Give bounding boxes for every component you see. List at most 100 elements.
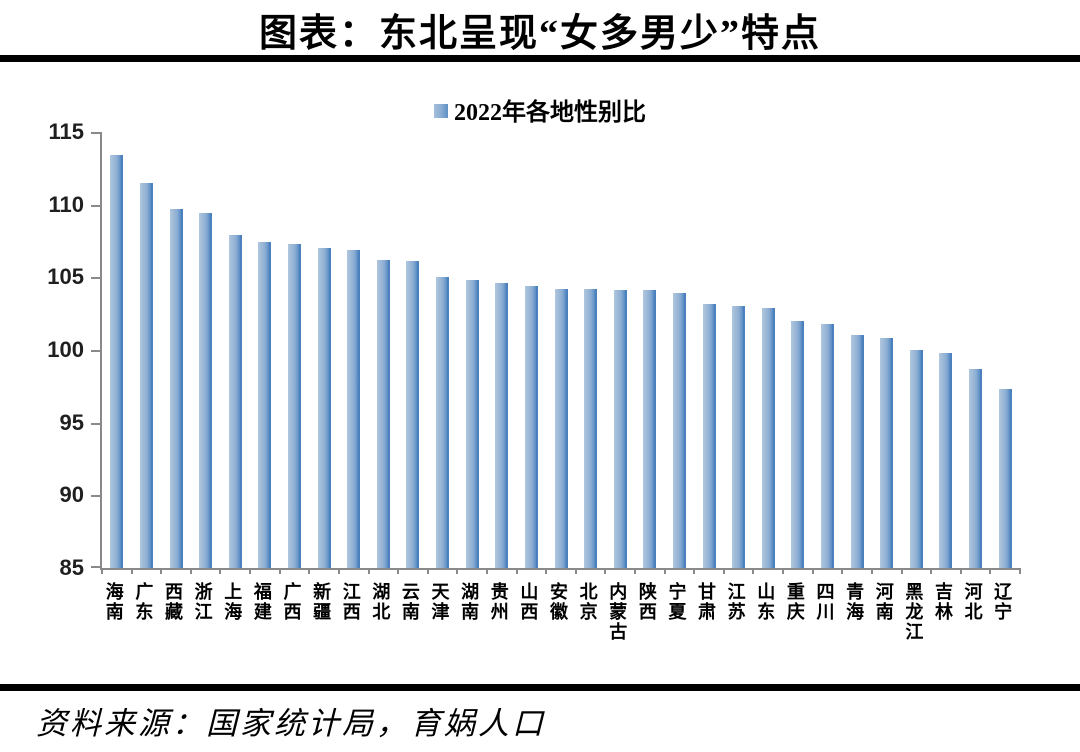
y-axis-tick-label: 115: [48, 119, 85, 144]
y-axis-tick: [91, 495, 100, 498]
x-axis-tick: [426, 568, 429, 574]
x-axis-tick: [930, 568, 933, 574]
x-axis-label: 上 海: [224, 582, 243, 622]
x-axis-label: 吉 林: [934, 582, 953, 622]
x-axis-tick: [722, 568, 725, 574]
x-axis-label: 山 西: [520, 582, 539, 622]
x-axis-label: 辽 宁: [994, 582, 1013, 622]
x-axis-tick: [308, 568, 311, 574]
x-axis-label: 河 南: [875, 582, 894, 622]
y-axis-tick: [91, 422, 100, 425]
x-axis-label: 广 西: [283, 582, 302, 622]
plot-area: [91, 132, 1021, 574]
y-axis-tick-label: 105: [47, 264, 84, 290]
chart-bar: [702, 303, 716, 568]
x-axis-label: 新 疆: [313, 582, 332, 622]
x-axis-label: 湖 南: [461, 582, 480, 622]
chart-bar: [880, 338, 894, 568]
x-axis-tick: [663, 568, 666, 574]
chart-bar: [139, 182, 153, 568]
x-axis-tick: [485, 568, 488, 574]
x-axis-label: 内 蒙 古: [609, 582, 628, 642]
chart-bar: [850, 335, 864, 568]
x-axis-label: 重 庆: [786, 582, 805, 622]
x-axis-tick: [515, 568, 518, 574]
legend-label: 2022年各地性别比: [454, 100, 646, 126]
x-axis-label: 云 南: [401, 582, 420, 622]
x-axis-tick: [160, 568, 163, 574]
chart-bar: [258, 242, 272, 568]
y-axis-tick: [91, 204, 100, 207]
x-axis-label: 湖 北: [372, 582, 391, 622]
chart-bar: [495, 283, 509, 568]
x-axis-label: 黑 龙 江: [905, 582, 924, 642]
y-axis-tick-label: 100: [47, 337, 84, 362]
source-separator-rule: [0, 684, 1080, 691]
source-note: 资料来源：国家统计局，育娲人口: [36, 706, 546, 741]
x-axis-label: 西 藏: [165, 582, 184, 622]
legend-swatch-icon: [434, 103, 448, 118]
y-axis-tick: [91, 350, 100, 352]
chart-bar: [761, 307, 775, 568]
x-axis-tick: [397, 568, 400, 574]
chart-bar: [465, 280, 479, 568]
x-axis-label: 陕 西: [638, 582, 657, 622]
x-axis-label: 福 建: [253, 582, 272, 622]
chart-bar: [110, 155, 124, 568]
x-axis-tick: [841, 568, 844, 574]
x-axis-label: 山 东: [757, 582, 776, 622]
x-axis-label: 四 川: [816, 582, 835, 622]
x-axis-tick: [337, 568, 340, 574]
x-axis-label: 青 海: [846, 582, 865, 622]
x-axis-tick: [367, 568, 370, 574]
x-axis-tick: [811, 568, 814, 574]
x-axis-tick: [693, 568, 696, 574]
chart-bar: [347, 249, 361, 568]
x-axis-tick: [219, 568, 222, 574]
chart-bar: [436, 277, 450, 568]
x-axis-label: 浙 江: [194, 582, 213, 622]
chart-bar: [613, 290, 627, 568]
x-axis-label: 河 北: [964, 582, 983, 622]
x-axis-label: 江 苏: [727, 582, 746, 622]
x-axis-tick: [101, 568, 103, 574]
x-axis-tick: [249, 568, 252, 574]
x-axis-tick: [456, 568, 459, 574]
x-axis-label: 贵 州: [490, 582, 509, 622]
x-axis-label: 甘 肃: [698, 582, 717, 622]
x-axis-tick: [1019, 568, 1021, 574]
x-axis-label: 天 津: [431, 582, 450, 622]
x-axis-labels: 海 南广 东西 藏浙 江上 海福 建广 西新 疆江 西湖 北云 南天 津湖 南贵…: [100, 582, 1018, 672]
x-axis-tick: [574, 568, 577, 574]
y-axis-tick: [91, 132, 100, 134]
chart-bar: [939, 352, 953, 568]
chart-bar: [643, 290, 657, 568]
x-axis-tick: [870, 568, 873, 574]
chart-bar: [406, 261, 420, 568]
chart-bar: [524, 286, 538, 568]
y-axis-tick-label: 110: [48, 191, 85, 217]
x-axis-label: 安 徽: [549, 582, 568, 622]
chart-bar: [969, 368, 983, 568]
chart-bar: [554, 288, 568, 568]
chart-bar: [317, 248, 331, 568]
x-axis-tick: [278, 568, 281, 574]
chart-bar: [199, 213, 213, 568]
y-axis-tick: [91, 566, 100, 568]
x-axis-label: 北 京: [579, 582, 598, 622]
x-axis-tick: [189, 568, 192, 574]
chart-bar: [169, 209, 183, 568]
x-axis-tick: [900, 568, 903, 574]
x-axis-label: 海 南: [105, 582, 124, 622]
chart-bar: [287, 243, 301, 568]
x-axis-tick: [130, 568, 133, 574]
chart-bar: [732, 306, 746, 568]
x-axis-tick: [989, 568, 992, 574]
y-axis-tick-label: 90: [59, 482, 84, 508]
chart-bar: [791, 320, 805, 568]
title-separator-rule: [0, 55, 1080, 62]
chart-bar: [998, 389, 1012, 568]
x-axis-tick: [604, 568, 607, 574]
chart-bar: [821, 323, 835, 568]
